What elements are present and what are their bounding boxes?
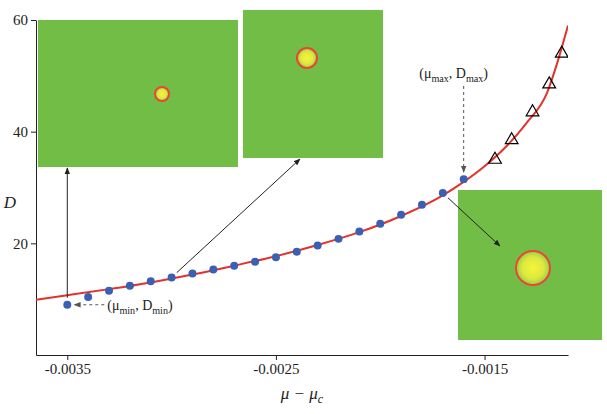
- tick-label: 60: [13, 12, 28, 28]
- point: [188, 269, 196, 277]
- tick: -0.0025: [253, 355, 299, 377]
- triangle-point: [489, 152, 502, 163]
- inset: [243, 10, 383, 158]
- axis-line: [37, 355, 569, 356]
- y-axis-title: D: [3, 193, 17, 212]
- tick-label: -0.0025: [253, 361, 299, 377]
- point: [314, 242, 322, 250]
- text-part: μ − μ: [280, 384, 318, 403]
- tick-mark: [31, 20, 36, 21]
- subscript: max: [466, 73, 483, 84]
- point: [105, 287, 113, 295]
- inset: [458, 190, 602, 340]
- arrow: [67, 168, 68, 298]
- annotation: (μmin, Dmin): [107, 298, 173, 316]
- curve: [36, 26, 568, 300]
- point: [147, 277, 155, 285]
- annotation-arrow: [74, 304, 104, 305]
- point-group: [489, 46, 568, 163]
- triangle-point: [505, 133, 518, 144]
- text-part: ): [168, 298, 173, 314]
- inset-blob: [297, 48, 318, 69]
- point: [230, 262, 238, 270]
- text-part: , D: [135, 298, 152, 313]
- inset-background: [458, 190, 602, 340]
- inset-ring: [297, 48, 317, 68]
- x-axis-title: μ − μc: [280, 384, 324, 406]
- triangle-point: [555, 46, 568, 57]
- tick-mark: [67, 355, 68, 360]
- tick: 60: [13, 12, 36, 28]
- point: [355, 228, 363, 236]
- point: [460, 175, 468, 183]
- x-axis: -0.0035 -0.0025 -0.0015: [37, 355, 569, 377]
- text-part: , D: [449, 66, 466, 81]
- tick-mark: [31, 132, 36, 133]
- text-part: D: [3, 193, 17, 212]
- inset-blob: [515, 250, 551, 286]
- point-group: [63, 175, 467, 309]
- point: [126, 282, 134, 290]
- point: [293, 248, 301, 256]
- tick-label: -0.0035: [45, 361, 91, 377]
- annotation: (μmax, Dmax): [419, 66, 488, 84]
- inset-ring: [516, 251, 550, 285]
- inset-background: [243, 10, 383, 158]
- point: [63, 301, 71, 309]
- tick: -0.0035: [45, 355, 91, 377]
- inset-blob: [155, 87, 170, 102]
- point: [376, 220, 384, 228]
- arrow: [177, 159, 300, 273]
- tick-label: -0.0015: [462, 361, 508, 377]
- point: [168, 273, 176, 281]
- point: [439, 189, 447, 197]
- subscript: min: [119, 305, 135, 316]
- annotation-arrow: [463, 86, 464, 172]
- point: [209, 266, 217, 274]
- arrow: [448, 198, 500, 246]
- point: [272, 253, 280, 261]
- triangle-point: [526, 105, 539, 116]
- triangle-point: [543, 77, 556, 88]
- axis-line: [36, 21, 37, 356]
- subscript: max: [432, 73, 449, 84]
- insets: [38, 10, 602, 340]
- arrows: [67, 159, 500, 298]
- chart: -0.0035-0.0025-0.0015204060μ − μcD(μmax,…: [0, 0, 607, 414]
- text-part: (μ: [419, 66, 431, 82]
- text-part: ): [483, 66, 488, 82]
- point: [397, 211, 405, 219]
- tick-mark: [31, 243, 36, 244]
- tick: -0.0015: [462, 355, 508, 377]
- text-part: (μ: [107, 298, 119, 314]
- point: [418, 201, 426, 209]
- inset: [38, 20, 238, 167]
- tick-mark: [485, 355, 486, 360]
- plot-area: [36, 26, 568, 309]
- tick: 40: [13, 124, 36, 140]
- annotations: (μmax, Dmax)(μmin, Dmin): [74, 66, 488, 316]
- point: [84, 293, 92, 301]
- tick-label: 40: [13, 124, 28, 140]
- tick-label: 20: [13, 236, 28, 252]
- tick: 20: [13, 236, 36, 252]
- subscript: min: [152, 305, 168, 316]
- point: [251, 258, 259, 266]
- inset-ring: [155, 87, 169, 101]
- tick-mark: [276, 355, 277, 360]
- inset-background: [38, 20, 238, 167]
- point: [335, 235, 343, 243]
- y-axis: 20 40 60: [13, 12, 37, 355]
- subscript: c: [318, 392, 324, 406]
